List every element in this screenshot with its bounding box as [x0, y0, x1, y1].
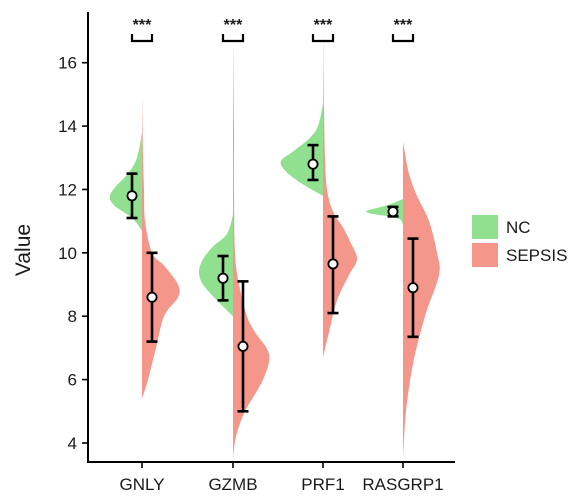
violin-sepsis-prf1 [323, 31, 358, 358]
y-tick-label-12: 12 [58, 180, 77, 199]
x-tick-label-gnly: GNLY [119, 475, 164, 494]
errorbar-layer [126, 143, 419, 413]
violin-layer [109, 31, 440, 459]
y-tick-label-4: 4 [68, 434, 77, 453]
significance-label-prf1: *** [314, 17, 333, 34]
mean-point-nc-gnly [126, 190, 138, 202]
legend-swatch-sepsis [472, 243, 498, 267]
violin-nc-prf1 [280, 103, 323, 196]
violin-nc-gnly [109, 132, 142, 231]
x-tick-label-gzmb: GZMB [208, 475, 257, 494]
violin-nc-rasgrp1 [366, 198, 403, 225]
y-tick-label-14: 14 [58, 117, 77, 136]
legend-label-sepsis: SEPSIS [506, 246, 567, 265]
mean-point-sepsis-prf1 [327, 258, 339, 270]
significance-label-rasgrp1: *** [394, 17, 413, 34]
significance-label-gnly: *** [133, 17, 152, 34]
significance-label-gzmb: *** [224, 17, 243, 34]
mean-point-sepsis-rasgrp1 [407, 282, 419, 294]
mean-point-nc-prf1 [307, 158, 319, 170]
violin-sepsis-gzmb [233, 37, 270, 459]
significance-layer: *** *** *** *** [130, 17, 415, 43]
violin-nc-gzmb [199, 214, 233, 317]
y-axis-title: Value [12, 224, 35, 276]
x-tick-label-rasgrp1: RASGRP1 [362, 475, 443, 494]
significance-bracket-gzmb [221, 34, 245, 43]
axes: 4 6 8 10 12 14 16 GNLY GZMB PRF1 RASGRP1 [58, 12, 455, 494]
mean-point-sepsis-gzmb [237, 340, 249, 352]
legend: NC SEPSIS [472, 215, 567, 267]
y-tick-label-6: 6 [68, 371, 77, 390]
y-tick-label-16: 16 [58, 54, 77, 73]
legend-swatch-nc [472, 215, 498, 239]
mean-point-sepsis-gnly [146, 291, 158, 303]
significance-bracket-gnly [130, 34, 154, 43]
x-tick-label-prf1: PRF1 [301, 475, 344, 494]
mean-point-nc-rasgrp1 [387, 206, 399, 218]
legend-label-nc: NC [506, 218, 531, 237]
violin-sepsis-gnly [142, 94, 180, 399]
y-tick-label-10: 10 [58, 244, 77, 263]
significance-bracket-prf1 [311, 34, 335, 43]
violin-sepsis-rasgrp1 [403, 141, 440, 459]
mean-point-nc-gzmb [217, 272, 229, 284]
y-tick-label-8: 8 [68, 307, 77, 326]
significance-bracket-rasgrp1 [391, 34, 415, 43]
